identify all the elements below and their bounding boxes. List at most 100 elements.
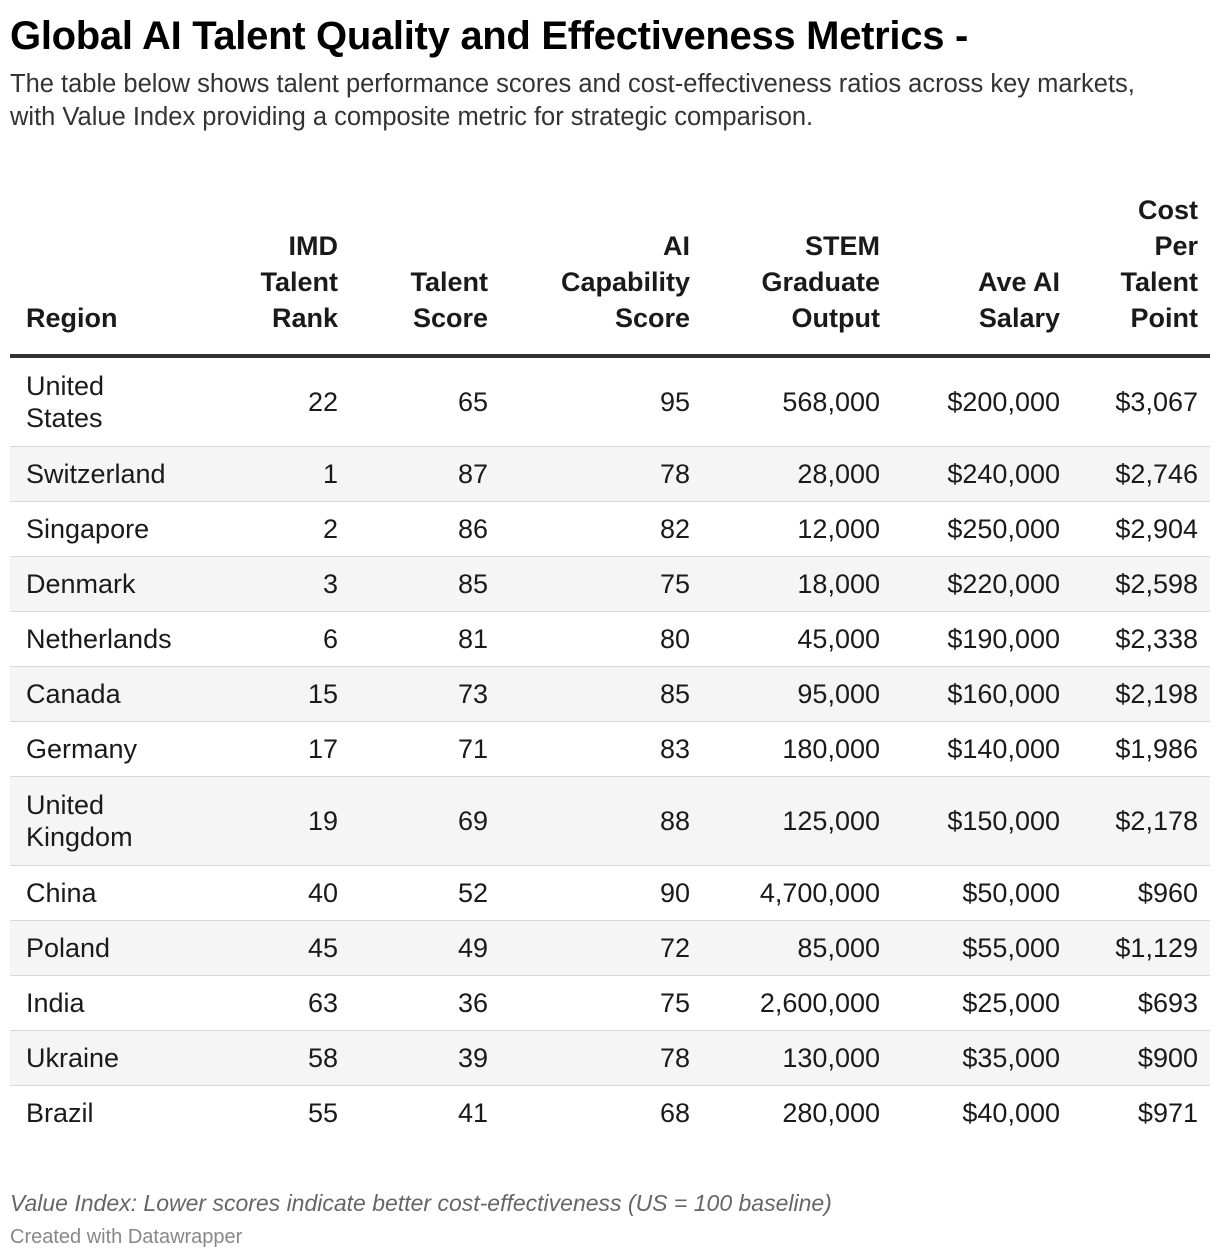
chart-title: Global AI Talent Quality and Effectivene… [10, 14, 968, 58]
talent-score-cell: 73 [350, 666, 500, 722]
salary-cell: $25,000 [892, 975, 1072, 1031]
talent-score-cell: 86 [350, 501, 500, 557]
cost-per-point-cell: $960 [1072, 865, 1210, 921]
imd-rank-cell: 15 [215, 666, 350, 722]
imd-rank-cell: 19 [215, 776, 350, 866]
column-header-ai-capability-score[interactable]: AI Capability Score [500, 192, 702, 358]
talent-score-cell: 49 [350, 920, 500, 976]
salary-cell: $240,000 [892, 446, 1072, 502]
ai-capability-cell: 75 [500, 975, 702, 1031]
region-cell: Brazil [26, 1098, 94, 1128]
chart-notes: Value Index: Lower scores indicate bette… [10, 1190, 832, 1216]
stem-output-cell: 12,000 [702, 501, 892, 557]
column-header-label: Cost Per Talent Point [1120, 195, 1198, 333]
stem-output-cell: 4,700,000 [702, 865, 892, 921]
region-cell: India [10, 975, 215, 1031]
table-row: Switzerland 1 87 78 28,000 $240,000 $2,746 [10, 446, 1210, 502]
table-row: India 63 36 75 2,600,000 $25,000 $693 [10, 975, 1210, 1031]
salary-cell: $55,000 [892, 920, 1072, 976]
salary-cell: $50,000 [892, 865, 1072, 921]
region-cell: United Kingdom [10, 776, 215, 866]
column-header-label: Talent Score [410, 267, 488, 333]
ai-capability-cell: 80 [500, 611, 702, 667]
column-header-label: IMD Talent Rank [260, 231, 338, 333]
column-header-cost-per-talent-point[interactable]: Cost Per Talent Point [1072, 192, 1210, 358]
ai-capability-cell: 90 [500, 865, 702, 921]
chart-credit: Created with Datawrapper [10, 1226, 243, 1248]
column-header-label: STEM Graduate Output [761, 231, 880, 333]
imd-rank-cell: 45 [215, 920, 350, 976]
region-cell: Poland [10, 920, 215, 976]
salary-cell: $190,000 [892, 611, 1072, 667]
talent-score-cell: 87 [350, 446, 500, 502]
column-header-region[interactable]: Region [10, 192, 215, 358]
region-cell: Netherlands [10, 611, 215, 667]
column-header-stem-graduate-output[interactable]: STEM Graduate Output [702, 192, 892, 358]
column-header-label: Ave AI Salary [977, 267, 1060, 333]
ai-capability-cell: 75 [500, 556, 702, 612]
table-row: China 40 52 90 4,700,000 $50,000 $960 [10, 865, 1210, 921]
region-name-part: United [26, 790, 105, 820]
column-header-ave-ai-salary[interactable]: Ave AI Salary [892, 192, 1072, 358]
cost-per-point-cell: $693 [1072, 975, 1210, 1031]
stem-output-cell: 85,000 [702, 920, 892, 976]
column-header-label: AI Capability Score [560, 231, 690, 333]
region-name-part: United [26, 371, 105, 401]
stem-output-cell: 45,000 [702, 611, 892, 667]
imd-rank-cell: 3 [215, 556, 350, 612]
table-row: United States 22 65 95 568,000 $200,000 $3,067 [10, 356, 1210, 447]
talent-score-cell: 52 [350, 865, 500, 921]
region-name-part: Kingdom [26, 822, 133, 852]
cost-per-point-cell: $2,746 [1072, 446, 1210, 502]
talent-score-cell: 81 [350, 611, 500, 667]
salary-cell: $250,000 [892, 501, 1072, 557]
talent-score-cell: 71 [350, 721, 500, 777]
stem-output-cell: 280,000 [782, 1098, 880, 1128]
region-cell: United States [10, 356, 215, 447]
table-row: Netherlands 6 81 80 45,000 $190,000 $2,338 [10, 611, 1210, 667]
talent-score-cell: 69 [350, 776, 500, 866]
ai-capability-cell: 82 [500, 501, 702, 557]
table-row: United Kingdom 19 69 88 125,000 $150,000 $2,178 [10, 776, 1210, 866]
salary-cell: $35,000 [892, 1030, 1072, 1086]
talent-score-cell: 65 [350, 356, 500, 447]
imd-rank-cell: 58 [215, 1030, 350, 1086]
imd-rank-cell: 2 [215, 501, 350, 557]
imd-rank-cell: 17 [215, 721, 350, 777]
column-header-imd-talent-rank[interactable]: IMD Talent Rank [215, 192, 350, 358]
ai-capability-cell: 88 [500, 776, 702, 866]
ai-capability-cell: 78 [500, 446, 702, 502]
salary-cell: $40,000 [962, 1098, 1060, 1128]
stem-output-cell: 95,000 [702, 666, 892, 722]
imd-rank-cell: 1 [215, 446, 350, 502]
table-row: Brazil 55 41 68 280,000 $40,000 $971 [10, 1086, 1210, 1141]
ai-capability-cell: 78 [500, 1030, 702, 1086]
region-cell: Canada [10, 666, 215, 722]
region-cell: Germany [10, 721, 215, 777]
ai-capability-cell: 72 [500, 920, 702, 976]
salary-cell: $150,000 [892, 776, 1072, 866]
stem-output-cell: 568,000 [702, 356, 892, 447]
table-body: United States 22 65 95 568,000 $200,000 $3,067 S… [10, 356, 1210, 1140]
ai-capability-cell: 83 [500, 721, 702, 777]
cost-per-point-cell: $2,598 [1072, 556, 1210, 612]
salary-cell: $200,000 [892, 356, 1072, 447]
region-name-part: States [26, 403, 103, 433]
region-cell: China [10, 865, 215, 921]
stem-output-cell: 18,000 [702, 556, 892, 612]
talent-score-cell: 36 [350, 975, 500, 1031]
imd-rank-cell: 6 [215, 611, 350, 667]
region-cell: Ukraine [10, 1030, 215, 1086]
cost-per-point-cell: $2,198 [1072, 666, 1210, 722]
stem-output-cell: 130,000 [702, 1030, 892, 1086]
region-cell: Singapore [10, 501, 215, 557]
column-header-talent-score[interactable]: Talent Score [350, 192, 500, 358]
ai-capability-cell: 68 [659, 1098, 690, 1128]
cost-per-point-cell: $2,904 [1072, 501, 1210, 557]
ai-capability-cell: 85 [500, 666, 702, 722]
data-table: Region IMD Talent Rank Talent Score AI C… [10, 192, 1210, 1140]
talent-score-cell: 39 [350, 1030, 500, 1086]
cost-per-point-cell: $2,178 [1072, 776, 1210, 866]
chart-subtitle: The table below shows talent performance… [10, 70, 1135, 131]
